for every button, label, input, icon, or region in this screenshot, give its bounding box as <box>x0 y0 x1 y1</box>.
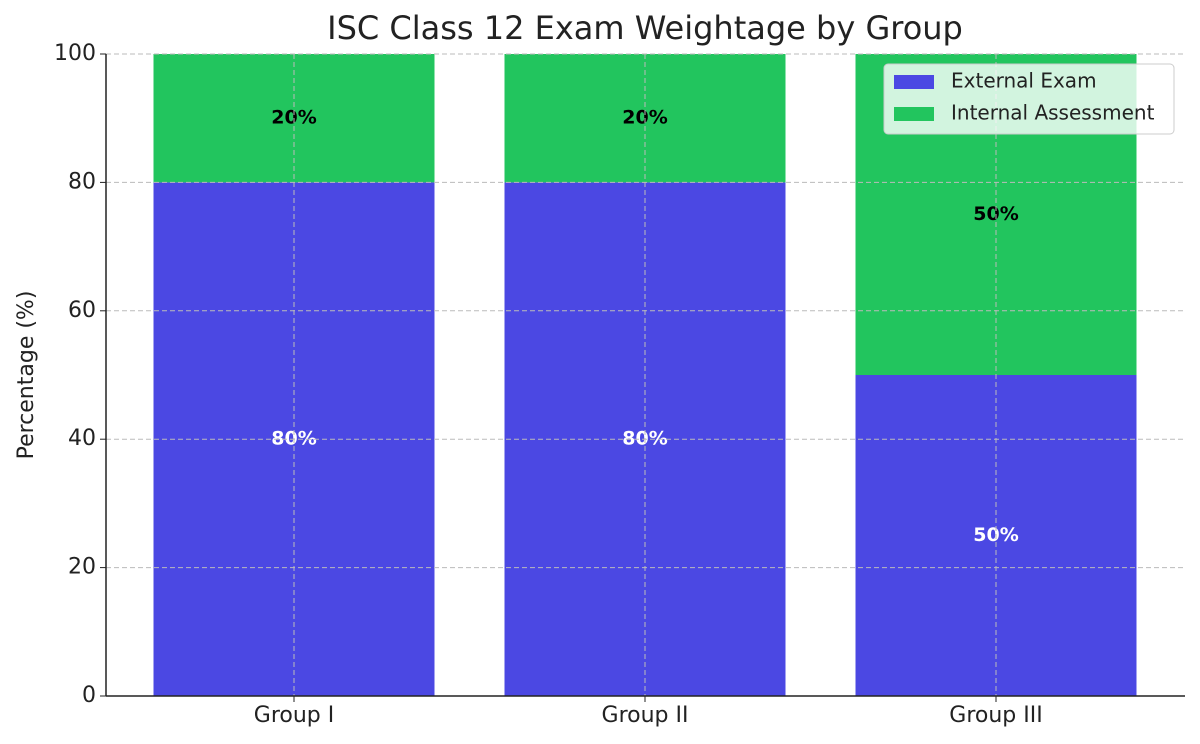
y-tick-label: 100 <box>54 41 96 66</box>
value-label: 20% <box>271 107 316 129</box>
legend-swatch <box>894 107 934 121</box>
x-tick-label: Group I <box>254 703 334 728</box>
chart-title: ISC Class 12 Exam Weightage by Group <box>327 9 963 47</box>
legend-box <box>883 63 1175 135</box>
y-tick-label: 40 <box>68 426 96 451</box>
y-tick-label: 80 <box>68 169 96 194</box>
x-tick-label: Group III <box>949 703 1042 728</box>
legend-swatch <box>894 75 934 89</box>
legend-label: Internal Assessment <box>951 101 1155 125</box>
y-tick-label: 0 <box>82 683 96 708</box>
y-tick-label: 60 <box>68 298 96 323</box>
value-label: 20% <box>622 107 667 129</box>
x-tick-label: Group II <box>602 703 689 728</box>
legend-label: External Exam <box>951 69 1097 93</box>
legend: External Exam Internal Assessment <box>883 63 1175 135</box>
y-axis-label: Percentage (%) <box>14 291 39 460</box>
y-tick-label: 20 <box>68 555 96 580</box>
